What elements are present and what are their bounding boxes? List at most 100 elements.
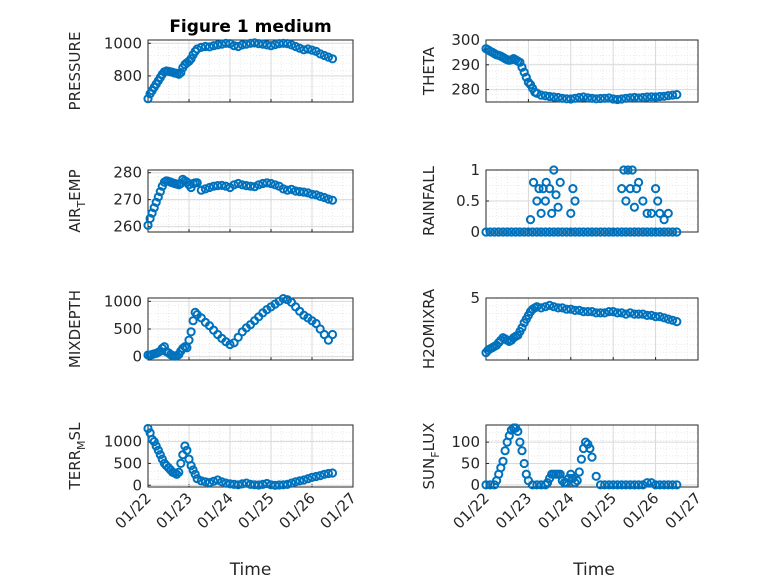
rainfall-data-point: [525, 215, 536, 225]
rainfall-data-point: [511, 227, 521, 237]
rainfall-data-point: [608, 227, 618, 237]
mixdepth-y-tick-label: 500: [113, 320, 142, 338]
theta-data-point: [583, 93, 593, 103]
air-temp-data-point: [266, 178, 276, 189]
air-temp-data-point: [299, 187, 309, 197]
mixdepth-data-point: [182, 343, 192, 353]
air-temp-data-point: [217, 180, 227, 190]
h2omixra-data-point: [612, 308, 623, 318]
rainfall-data-point: [651, 227, 661, 237]
sun-flux-y-tick-label: 50: [461, 454, 480, 472]
air-temp-data-point: [233, 178, 243, 189]
rainfall-data-point: [634, 177, 644, 187]
air-temp-data-point: [145, 213, 155, 224]
rainfall-data-point: [642, 208, 652, 218]
air-temp-data-point: [192, 178, 202, 188]
rainfall-data-point: [574, 227, 584, 237]
air-temp-data-point: [295, 187, 305, 197]
theta-data-point: [595, 93, 606, 104]
pressure-data-point: [237, 40, 247, 50]
pressure-data-point: [143, 94, 153, 104]
sun-flux-data-point: [621, 480, 631, 490]
sun-flux-data-point: [515, 437, 525, 447]
sun-flux-data-point: [625, 480, 635, 490]
sun-flux-data-point: [629, 480, 640, 490]
theta-data-point: [651, 92, 661, 102]
h2omixra-data-point: [672, 317, 682, 327]
terr-msl-data-point: [262, 478, 272, 489]
sun-flux-data-point: [587, 452, 597, 462]
terr-msl-data-point: [278, 480, 288, 490]
terr-msl-data-point: [190, 469, 200, 479]
rainfall-data-point: [659, 227, 669, 237]
air-temp-data-point: [282, 185, 292, 195]
rainfall-data-point: [551, 190, 561, 200]
sun-flux-data-point: [485, 480, 495, 490]
terr-msl-y-tick-label: 1000: [104, 433, 142, 451]
h2omixra-data-point: [621, 309, 631, 319]
air-temp-data-point: [200, 184, 210, 194]
h2omixra-data-point: [553, 303, 563, 313]
terr-msl-data-point: [286, 478, 297, 488]
rainfall-data-point: [672, 227, 682, 237]
terr-msl-data-point: [204, 478, 215, 488]
pressure-data-point: [196, 42, 206, 52]
axes-theta: 280 290 300 THETA: [420, 31, 699, 105]
air-temp-data-point: [196, 185, 206, 195]
sun-flux-data-point: [634, 480, 644, 490]
mixdepth-y-tick-label: 1000: [104, 292, 142, 310]
terr-msl-data-point: [258, 479, 268, 489]
terr-msl-data-point: [149, 437, 159, 447]
rainfall-data-point: [547, 208, 557, 218]
terr-msl-data-point: [225, 479, 235, 489]
terr-msl-data-point: [182, 445, 192, 455]
air-temp-axes-border: [147, 169, 354, 233]
h2omixra-data-point: [570, 305, 580, 315]
air-temp-data-point: [270, 180, 280, 190]
rainfall-data-point: [663, 227, 673, 237]
air-temp-data-point: [291, 186, 301, 196]
terr-msl-data-point: [155, 450, 165, 460]
sun-flux-data-point: [481, 480, 491, 490]
sun-flux-data-point: [576, 454, 587, 464]
air-temp-y-tick-label: 270: [113, 191, 142, 209]
air-temp-data-point: [151, 197, 161, 207]
sun-flux-data-point: [519, 458, 529, 469]
theta-data-point: [655, 91, 665, 102]
sun-flux-data-point: [672, 480, 682, 490]
pressure-ylabel: PRESSURE: [66, 32, 84, 111]
h2omixra-data-point: [634, 309, 644, 319]
rainfall-data-point: [612, 227, 623, 237]
rainfall-data-point: [540, 227, 551, 237]
pressure-y-tick-label: 800: [113, 67, 142, 85]
pressure-data-point: [245, 38, 256, 48]
rainfall-data-point: [553, 227, 563, 237]
pressure-data-point: [327, 54, 338, 64]
sun-flux-data-point: [513, 426, 523, 436]
h2omixra-data-point: [536, 303, 546, 313]
terr-msl-data-point: [295, 476, 305, 486]
rainfall-data-point: [498, 227, 508, 237]
sun-flux-data-point: [642, 478, 652, 488]
rainfall-data-point: [515, 227, 525, 237]
pressure-data-point: [250, 38, 260, 48]
terr-msl-data-point: [270, 480, 280, 490]
air-temp-data-point: [307, 189, 317, 199]
rainfall-data-point: [523, 227, 534, 237]
sun-flux-data-point: [581, 437, 591, 447]
terr-msl-data-point: [221, 478, 231, 488]
terr-msl-data-point: [209, 476, 219, 486]
mixdepth-data-point: [159, 342, 169, 352]
terr-msl-ylabel: TERRMSL: [66, 422, 88, 491]
pressure-data-point: [209, 41, 219, 51]
terr-msl-data-point: [282, 479, 292, 489]
terr-msl-data-point: [323, 468, 333, 479]
axes-pressure: 800 1000 PRESSURE Figure 1 medium: [66, 17, 354, 111]
pressure-y-tick-label: 1000: [104, 34, 142, 52]
sun-flux-data-point: [668, 480, 678, 490]
theta-data-point: [634, 93, 644, 103]
terr-msl-data-point: [186, 461, 196, 471]
rainfall-data-point: [528, 177, 539, 187]
pressure-data-point: [258, 39, 268, 49]
